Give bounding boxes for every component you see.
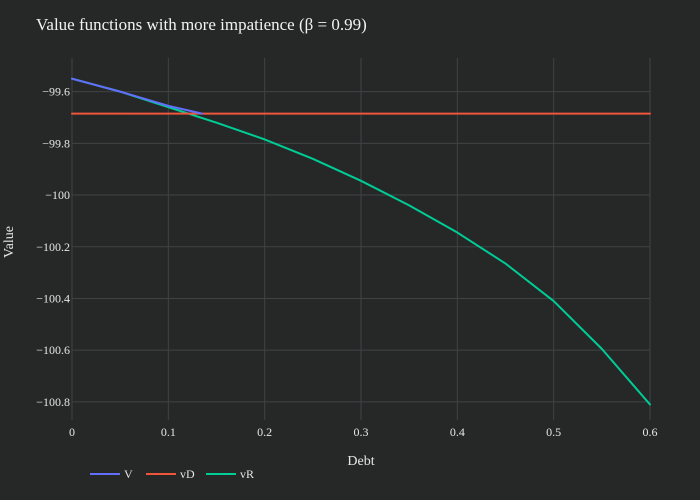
series-line-vR	[71, 77, 651, 406]
y-tick-label: −100.2	[36, 240, 70, 254]
chart-title: Value functions with more impatience (β …	[36, 15, 367, 34]
series-line-V	[71, 77, 204, 115]
legend-label-V: V	[124, 467, 133, 481]
x-tick-label: 0.2	[257, 425, 272, 439]
grid	[71, 58, 651, 420]
y-tick-label: −99.6	[42, 85, 70, 99]
x-tick-label: 0.3	[354, 425, 369, 439]
x-tick-label: 0.5	[546, 425, 561, 439]
legend-label-vD: vD	[180, 467, 195, 481]
y-tick-label: −100.6	[36, 343, 70, 357]
x-tick-label: 0.4	[450, 425, 465, 439]
x-tick-label: 0.1	[161, 425, 176, 439]
y-tick-label: −100	[45, 188, 70, 202]
y-axis-title: Value	[2, 226, 17, 258]
y-axis-ticks: −99.6 −99.8 −100 −100.2 −100.4 −100.6 −100.8	[36, 85, 70, 409]
y-tick-label: −100.8	[36, 395, 70, 409]
y-tick-label: −100.4	[36, 291, 70, 305]
legend-label-vR: vR	[240, 467, 254, 481]
x-tick-label: 0.6	[643, 425, 658, 439]
y-tick-label: −99.8	[42, 136, 70, 150]
x-axis-ticks: 0 0.1 0.2 0.3 0.4 0.5 0.6	[69, 425, 658, 439]
x-axis-title: Debt	[347, 454, 374, 469]
x-tick-label: 0	[69, 425, 75, 439]
series-group	[71, 77, 651, 406]
